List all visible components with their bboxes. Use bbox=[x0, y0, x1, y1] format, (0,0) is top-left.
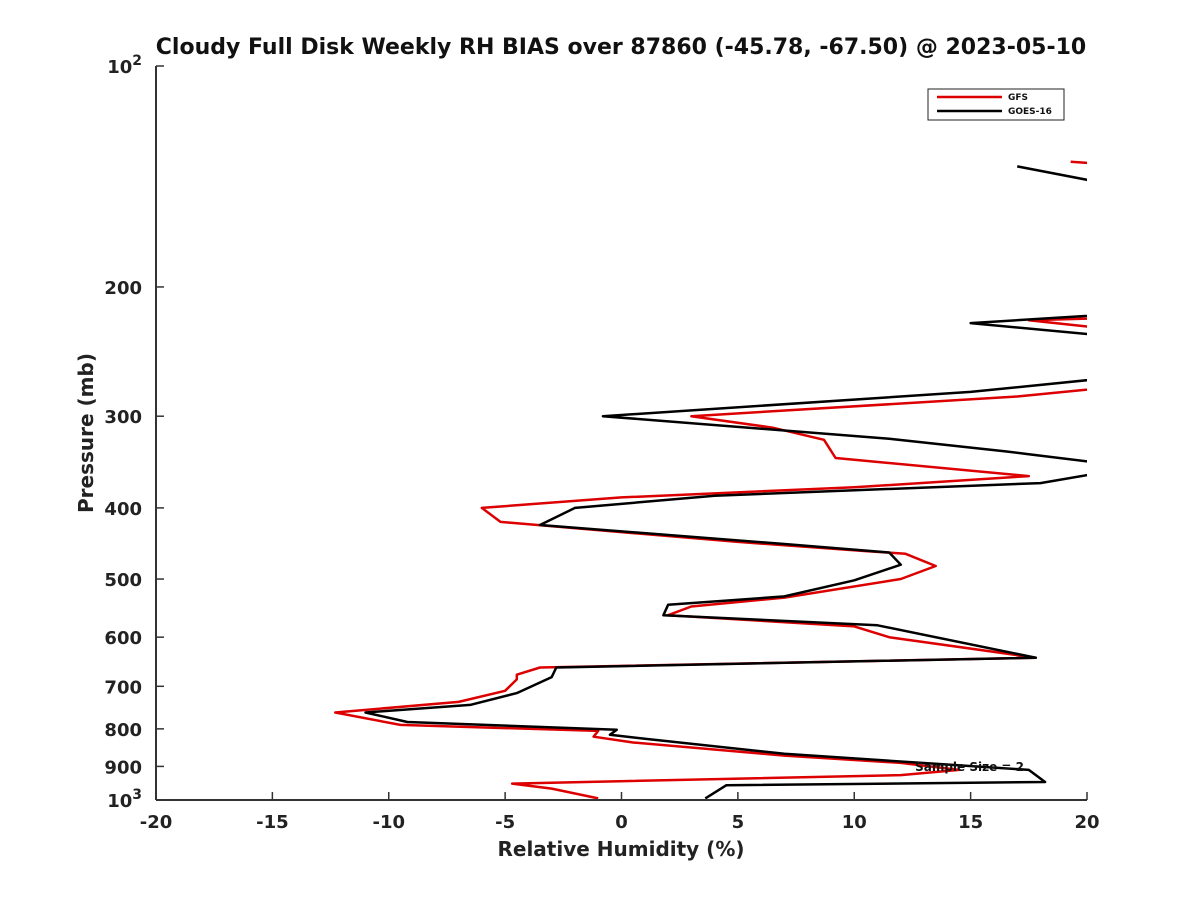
series-layer bbox=[333, 160, 1087, 800]
series-line-goes16-segment-0 bbox=[1016, 165, 1087, 182]
legend-label-gfs: GFS bbox=[1008, 93, 1028, 103]
x-tick-label: 10 bbox=[842, 812, 867, 833]
legend-label-goes16: GOES-16 bbox=[1008, 107, 1052, 117]
y-tick-label: 600 bbox=[104, 628, 142, 649]
y-tick-label: 103 bbox=[107, 787, 142, 812]
y-tick-label: 400 bbox=[104, 499, 142, 520]
y-tick-label: 900 bbox=[104, 757, 142, 778]
sample-size-annotation: Sample Size = 2 bbox=[915, 760, 1024, 774]
y-tick-label: 300 bbox=[104, 407, 142, 428]
x-tick-label: 0 bbox=[615, 812, 628, 833]
x-axis-ticks: -20 -15 -10 -5 0 5 10 15 20 bbox=[140, 792, 1100, 833]
series-line-goes16-segment-2 bbox=[364, 378, 1087, 800]
x-tick-label: -5 bbox=[495, 812, 515, 833]
y-tick-label: 102 bbox=[107, 53, 142, 78]
x-tick-label: -20 bbox=[140, 812, 173, 833]
series-line-gfs-segment-2 bbox=[333, 388, 1087, 800]
x-axis-label: Relative Humidity (%) bbox=[497, 837, 744, 861]
x-tick-label: 5 bbox=[732, 812, 745, 833]
x-tick-label: -15 bbox=[256, 812, 289, 833]
chart-title: Cloudy Full Disk Weekly RH BIAS over 878… bbox=[156, 35, 1086, 60]
x-tick-label: 20 bbox=[1074, 812, 1099, 833]
y-axis-label: Pressure (mb) bbox=[74, 353, 98, 513]
y-tick-label: 800 bbox=[104, 720, 142, 741]
legend-box bbox=[927, 88, 1065, 121]
chart-legend: GFS GOES-16 bbox=[927, 88, 1065, 121]
y-tick-label: 500 bbox=[104, 570, 142, 591]
series-line-gfs-segment-0 bbox=[1070, 160, 1087, 165]
x-tick-label: 15 bbox=[958, 812, 983, 833]
x-tick-label: -10 bbox=[372, 812, 405, 833]
series-line-goes16-segment-1 bbox=[969, 314, 1087, 336]
y-tick-label: 200 bbox=[104, 278, 142, 299]
y-axis-ticks: 102 200 300 400 500 600 700 800 900 103 bbox=[104, 53, 164, 812]
y-tick-label: 700 bbox=[104, 677, 142, 698]
